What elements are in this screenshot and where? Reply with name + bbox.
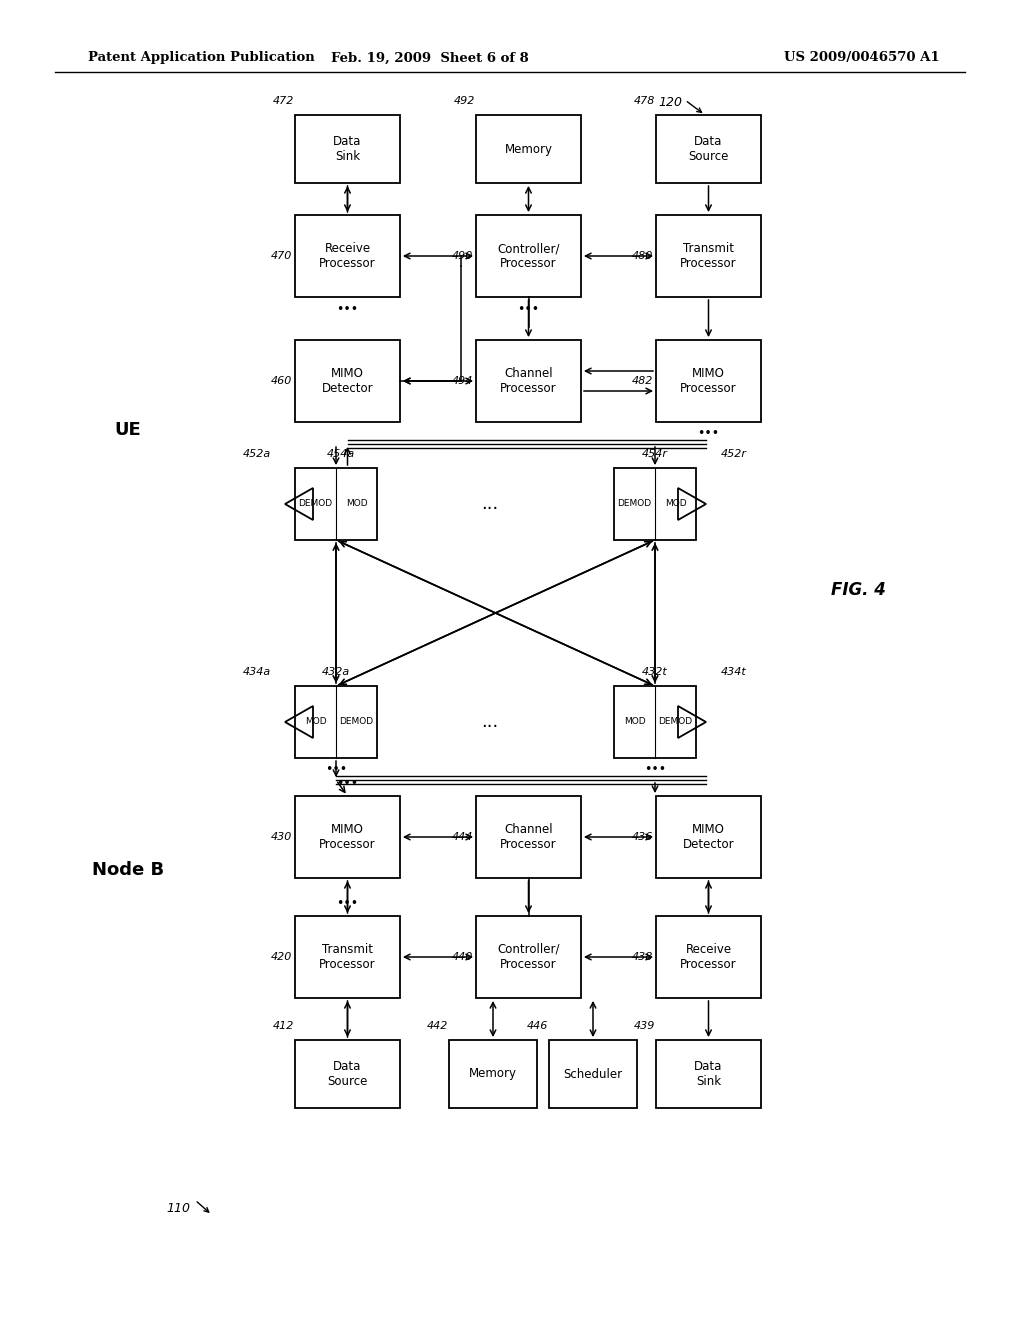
Text: 480: 480: [632, 251, 652, 261]
Bar: [614, 469, 696, 540]
Text: 492: 492: [454, 96, 475, 106]
Text: 472: 472: [272, 96, 294, 106]
Text: 452a: 452a: [243, 449, 271, 459]
Text: •••: •••: [337, 898, 358, 911]
Text: UE: UE: [115, 421, 141, 440]
Text: 120: 120: [658, 95, 682, 108]
Text: •••: •••: [337, 777, 358, 791]
Bar: [295, 115, 400, 183]
Text: MIMO
Detector: MIMO Detector: [322, 367, 374, 395]
Text: 439: 439: [633, 1020, 654, 1031]
Text: Node B: Node B: [92, 861, 164, 879]
Text: 434t: 434t: [721, 667, 746, 677]
Text: •••: •••: [337, 302, 358, 315]
Text: Receive
Processor: Receive Processor: [319, 242, 376, 271]
Text: 420: 420: [270, 952, 292, 962]
Text: 454r: 454r: [642, 449, 668, 459]
Text: 460: 460: [270, 376, 292, 385]
Text: FIG. 4: FIG. 4: [830, 581, 886, 599]
Text: 412: 412: [272, 1020, 294, 1031]
Text: 454a: 454a: [327, 449, 355, 459]
Text: ...: ...: [481, 495, 499, 513]
Text: Patent Application Publication: Patent Application Publication: [88, 51, 314, 65]
Text: MOD: MOD: [665, 499, 686, 508]
Text: Memory: Memory: [505, 143, 553, 156]
Text: Transmit
Processor: Transmit Processor: [319, 942, 376, 972]
Text: DEMOD: DEMOD: [339, 718, 374, 726]
Text: •••: •••: [517, 302, 540, 315]
Bar: [295, 1040, 400, 1107]
Text: ...: ...: [481, 713, 499, 731]
Text: 452r: 452r: [721, 449, 746, 459]
Text: •••: •••: [697, 428, 720, 441]
Text: 110: 110: [166, 1201, 190, 1214]
Text: 442: 442: [426, 1020, 447, 1031]
Text: DEMOD: DEMOD: [658, 718, 692, 726]
Bar: [476, 796, 581, 878]
Bar: [614, 686, 696, 758]
Text: •••: •••: [325, 763, 347, 776]
Bar: [656, 916, 761, 998]
Bar: [449, 1040, 537, 1107]
Text: 470: 470: [270, 251, 292, 261]
Bar: [295, 796, 400, 878]
Text: Channel
Processor: Channel Processor: [500, 367, 557, 395]
Bar: [295, 916, 400, 998]
Text: 446: 446: [526, 1020, 548, 1031]
Bar: [295, 215, 400, 297]
Text: Controller/
Processor: Controller/ Processor: [498, 942, 560, 972]
Text: •••: •••: [644, 763, 666, 776]
Text: 494: 494: [452, 376, 473, 385]
Text: 436: 436: [632, 832, 652, 842]
Text: 440: 440: [452, 952, 473, 962]
Bar: [476, 115, 581, 183]
Text: Controller/
Processor: Controller/ Processor: [498, 242, 560, 271]
Bar: [295, 341, 400, 422]
Text: Data
Sink: Data Sink: [694, 1060, 723, 1088]
Bar: [656, 1040, 761, 1107]
Bar: [295, 686, 377, 758]
Text: 482: 482: [632, 376, 652, 385]
Text: MOD: MOD: [624, 718, 645, 726]
Text: MIMO
Detector: MIMO Detector: [683, 822, 734, 851]
Text: DEMOD: DEMOD: [298, 499, 333, 508]
Text: MIMO
Processor: MIMO Processor: [319, 822, 376, 851]
Text: 478: 478: [633, 96, 654, 106]
Text: DEMOD: DEMOD: [617, 499, 651, 508]
Bar: [656, 341, 761, 422]
Text: Data
Source: Data Source: [688, 135, 729, 162]
Text: Data
Source: Data Source: [328, 1060, 368, 1088]
Text: Feb. 19, 2009  Sheet 6 of 8: Feb. 19, 2009 Sheet 6 of 8: [331, 51, 528, 65]
Text: Scheduler: Scheduler: [563, 1068, 623, 1081]
Text: MOD: MOD: [346, 499, 368, 508]
Text: Transmit
Processor: Transmit Processor: [680, 242, 737, 271]
Text: 432t: 432t: [642, 667, 668, 677]
Bar: [656, 215, 761, 297]
Text: 434a: 434a: [243, 667, 271, 677]
Text: MIMO
Processor: MIMO Processor: [680, 367, 737, 395]
Text: Data
Sink: Data Sink: [334, 135, 361, 162]
Bar: [476, 215, 581, 297]
Text: 438: 438: [632, 952, 652, 962]
Bar: [549, 1040, 637, 1107]
Text: 432a: 432a: [322, 667, 350, 677]
Text: Channel
Processor: Channel Processor: [500, 822, 557, 851]
Text: US 2009/0046570 A1: US 2009/0046570 A1: [784, 51, 940, 65]
Text: 444: 444: [452, 832, 473, 842]
Bar: [476, 916, 581, 998]
Text: 430: 430: [270, 832, 292, 842]
Bar: [476, 341, 581, 422]
Bar: [656, 115, 761, 183]
Bar: [656, 796, 761, 878]
Text: Receive
Processor: Receive Processor: [680, 942, 737, 972]
Text: 490: 490: [452, 251, 473, 261]
Bar: [295, 469, 377, 540]
Text: MOD: MOD: [305, 718, 327, 726]
Text: Memory: Memory: [469, 1068, 517, 1081]
